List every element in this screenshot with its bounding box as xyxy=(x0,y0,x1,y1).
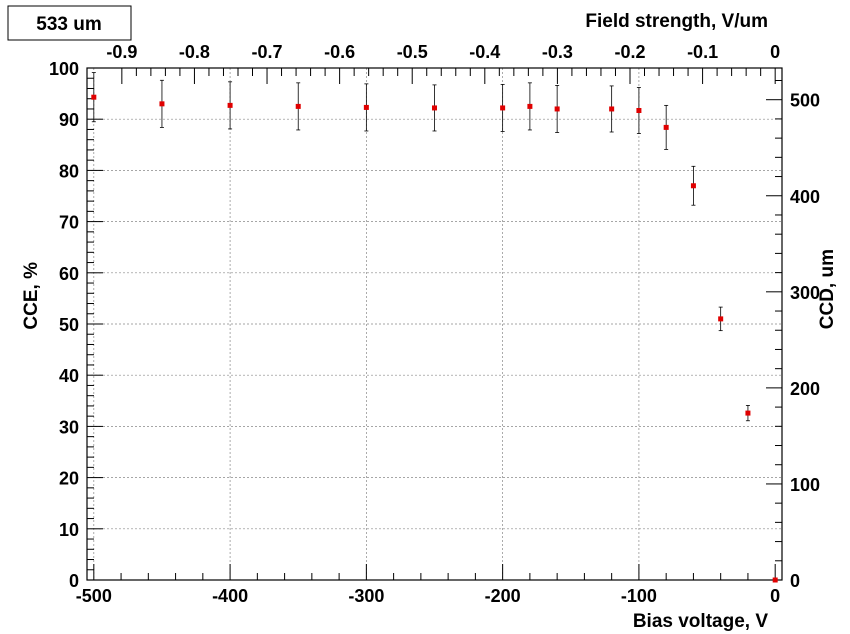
y-tick-label: 70 xyxy=(59,213,79,233)
x-tick-label: -500 xyxy=(76,586,112,606)
right-axis-title: CCD, um xyxy=(817,249,838,329)
x-tick-label: -300 xyxy=(348,586,384,606)
top-tick-label: 0 xyxy=(770,42,780,62)
top-tick-label: -0.8 xyxy=(179,42,210,62)
top-tick-label: -0.4 xyxy=(469,42,500,62)
top-tick-label: -0.9 xyxy=(106,42,137,62)
data-point xyxy=(609,106,615,112)
data-point xyxy=(636,107,642,113)
data-point xyxy=(554,106,560,112)
y-tick-label: 50 xyxy=(59,315,79,335)
y-tick-label: 0 xyxy=(69,571,79,591)
top-tick-label: -0.6 xyxy=(324,42,355,62)
data-point xyxy=(159,101,165,107)
data-point xyxy=(227,102,233,108)
top-tick-label: -0.2 xyxy=(614,42,645,62)
data-point xyxy=(690,183,696,189)
top-tick-label: -0.3 xyxy=(542,42,573,62)
top-tick-label: -0.1 xyxy=(687,42,718,62)
data-point xyxy=(500,105,506,111)
data-point xyxy=(718,316,724,322)
y-tick-label: 20 xyxy=(59,469,79,489)
x-tick-label: -400 xyxy=(212,586,248,606)
top-axis-title: Field strength, V/um xyxy=(585,11,768,32)
top-tick-label: -0.7 xyxy=(252,42,283,62)
chart-title: 533 um xyxy=(36,14,101,35)
y-tick-label: 30 xyxy=(59,417,79,437)
x-axis-title: Bias voltage, V xyxy=(633,611,768,632)
title-box-frame xyxy=(7,5,132,41)
grid-lines xyxy=(87,68,782,580)
y-tick-label: 80 xyxy=(59,161,79,181)
data-point xyxy=(91,94,97,100)
y-tick-label: 60 xyxy=(59,264,79,284)
data-points xyxy=(91,72,778,583)
data-point xyxy=(745,410,751,416)
x-tick-label: 0 xyxy=(770,586,780,606)
y-tick-label: 10 xyxy=(59,520,79,540)
data-point xyxy=(663,124,669,130)
axis-ticks xyxy=(87,67,782,581)
x-tick-label: -200 xyxy=(485,586,521,606)
right-tick-label: 500 xyxy=(790,91,820,111)
top-tick-label: -0.5 xyxy=(397,42,428,62)
data-point xyxy=(432,105,437,111)
data-point xyxy=(527,103,533,109)
right-tick-label: 200 xyxy=(790,379,820,399)
y-axis-title: CCE, % xyxy=(21,262,42,330)
title-box: 533 um xyxy=(7,5,132,41)
y-tick-label: 100 xyxy=(49,59,79,79)
data-point xyxy=(295,103,301,109)
tick-labels: -500 -400 -300 -200 -100 00102030405060708090… xyxy=(49,42,820,606)
x-tick-label: -100 xyxy=(621,586,657,606)
right-tick-label: 0 xyxy=(790,571,800,591)
data-point xyxy=(772,577,778,583)
right-tick-label: 100 xyxy=(790,475,820,495)
data-point xyxy=(363,104,369,110)
right-tick-label: 400 xyxy=(790,187,820,207)
right-tick-label: 300 xyxy=(790,283,820,303)
y-tick-label: 90 xyxy=(59,110,79,130)
y-tick-label: 40 xyxy=(59,366,79,386)
